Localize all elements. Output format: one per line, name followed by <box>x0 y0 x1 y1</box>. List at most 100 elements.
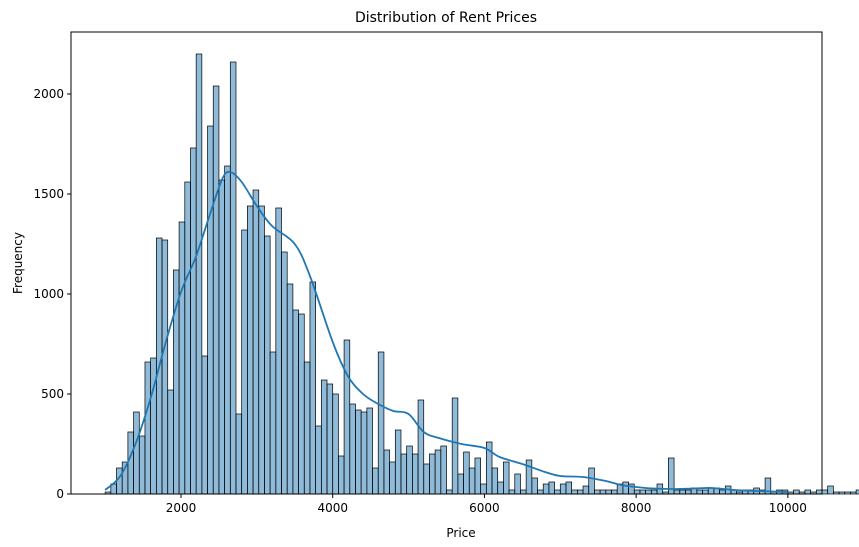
histogram-bar <box>554 489 561 495</box>
histogram-bar <box>417 399 425 495</box>
histogram-bar <box>309 281 316 495</box>
histogram-bar <box>434 449 442 495</box>
histogram-bar <box>224 165 231 495</box>
histogram-bar <box>605 489 612 495</box>
histogram-bar <box>400 453 408 495</box>
kde-line <box>104 170 788 493</box>
histogram-bar <box>252 189 260 495</box>
histogram-bar <box>258 205 265 495</box>
histogram-bar <box>394 429 402 495</box>
histogram-bar <box>275 207 282 495</box>
histogram-bar <box>332 393 339 495</box>
histogram-bar <box>622 481 629 495</box>
histogram-bar <box>207 125 214 495</box>
histogram-bar <box>372 467 379 495</box>
histogram-bar <box>582 485 590 495</box>
histogram-bar <box>503 461 510 495</box>
histogram-bar <box>685 489 692 495</box>
histogram-bar <box>264 235 271 495</box>
histogram-bar <box>195 53 203 495</box>
histogram-bar <box>298 313 305 495</box>
histogram-bar <box>138 435 146 495</box>
histogram-bar <box>696 489 703 495</box>
histogram-bar <box>326 383 334 495</box>
histogram-bar <box>599 489 607 495</box>
histogram-bar <box>497 481 504 495</box>
histogram-bar <box>673 489 681 495</box>
histogram-bar <box>320 379 328 495</box>
histogram-bar <box>229 61 237 495</box>
histogram-bar <box>537 489 544 495</box>
histogram-bar <box>446 489 453 495</box>
histogram-bar <box>542 483 550 495</box>
histogram-bar <box>571 489 578 495</box>
histogram-bar <box>559 483 567 495</box>
histogram-bar <box>218 179 225 495</box>
histogram-bar <box>423 463 430 495</box>
histogram-bar <box>833 491 840 495</box>
x-tick-label: 10000 <box>769 501 807 515</box>
histogram-bar <box>844 491 851 495</box>
histogram-bar <box>451 397 459 495</box>
histogram-bar <box>588 467 595 495</box>
histogram-bar <box>531 477 538 495</box>
histogram-bar <box>679 489 686 495</box>
histogram-bar <box>633 489 641 495</box>
y-tick-label: 2000 <box>33 87 64 101</box>
histogram-bar <box>650 489 658 495</box>
x-axis-label: Price <box>446 526 475 540</box>
histogram-bar <box>548 481 555 495</box>
histogram-bar <box>850 491 857 495</box>
histogram-bar <box>377 351 385 495</box>
histogram-bar <box>383 449 390 495</box>
y-tick-label: 0 <box>56 487 64 501</box>
histogram-bar <box>611 489 618 495</box>
histogram-bar <box>514 473 521 495</box>
histogram-bar <box>463 451 470 495</box>
histogram-bar <box>349 403 356 495</box>
histogram-bar <box>355 409 362 495</box>
histogram-bar <box>281 251 288 495</box>
y-tick-label: 1000 <box>33 287 64 301</box>
y-tick-label: 1500 <box>33 187 64 201</box>
histogram-bar <box>190 147 197 495</box>
histogram-bar <box>303 361 311 495</box>
histogram-bar <box>144 361 152 495</box>
histogram-bar <box>343 339 351 495</box>
y-axis-label: Frequency <box>11 232 25 294</box>
histogram-bar <box>315 425 322 495</box>
axes-group: 2000 4000 6000 8000 10000 0 500 1000 1500 2000 <box>33 31 823 515</box>
histogram-bar <box>793 489 800 495</box>
histogram-bar <box>247 205 254 495</box>
bars-group <box>104 53 859 495</box>
histogram-bar <box>366 407 373 495</box>
histogram-bar <box>161 239 169 495</box>
histogram-bar <box>577 489 584 495</box>
histogram-bar <box>645 489 652 495</box>
histogram-bar <box>804 489 811 495</box>
histogram-bar <box>440 445 447 495</box>
histogram-bar <box>292 309 299 495</box>
x-tick-label: 2000 <box>166 501 197 515</box>
histogram-bar <box>201 355 208 495</box>
histogram-bar <box>815 489 823 495</box>
histogram-bar <box>480 483 487 495</box>
histogram-bar <box>821 489 829 495</box>
histogram-bar <box>235 413 243 495</box>
histogram-bar <box>212 85 220 495</box>
histogram-bar <box>594 489 601 495</box>
histogram-bar <box>639 489 646 495</box>
histogram-bar <box>491 467 499 495</box>
histogram-bar <box>406 445 413 495</box>
histogram-bar <box>241 229 248 495</box>
histogram-bar <box>565 481 573 495</box>
histogram-bar <box>457 473 464 495</box>
x-tick-label: 6000 <box>469 501 500 515</box>
histogram-bar <box>474 457 481 495</box>
y-tick-label: 500 <box>41 387 64 401</box>
histogram-bar <box>702 489 709 495</box>
histogram-bar <box>429 453 436 495</box>
histogram-bar <box>167 389 174 495</box>
histogram-bar <box>286 283 294 495</box>
